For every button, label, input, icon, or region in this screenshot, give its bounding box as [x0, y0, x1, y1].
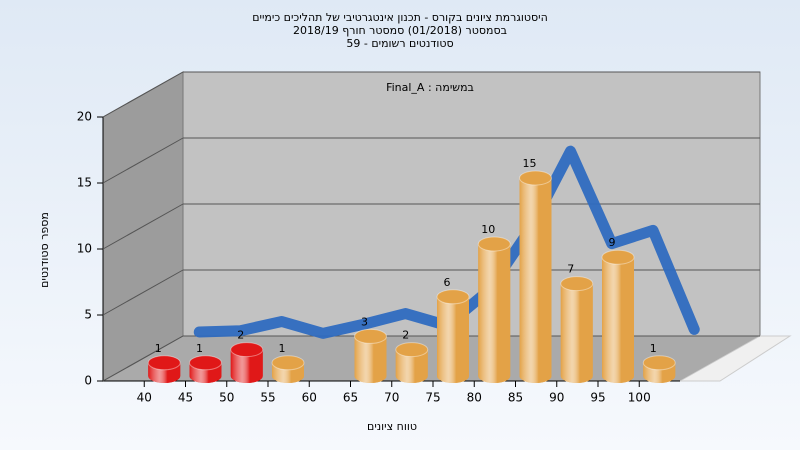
bar-top: [230, 342, 264, 358]
x-tick-label: 50: [219, 391, 234, 405]
bar-top: [560, 276, 594, 292]
value-label: 1: [155, 342, 162, 355]
x-tick-label: 45: [178, 391, 193, 405]
annotation: Final_A : במשימה: [386, 81, 474, 94]
bar-shade: [560, 283, 593, 383]
bar-top: [271, 355, 305, 371]
grid-line: [102, 203, 184, 250]
title: היסטוגרמת ציונים בקורס - תכנון אינטגרטיב…: [252, 11, 548, 50]
value-label: 3: [361, 315, 368, 328]
x-tick-label: 55: [260, 391, 275, 405]
y-tick-label: 15: [77, 176, 92, 190]
bar-top: [395, 342, 429, 358]
value-label: 1: [279, 342, 286, 355]
bar-top: [519, 170, 552, 186]
value-label: 7: [567, 263, 574, 276]
bar-shade: [478, 244, 511, 383]
bar-top: [147, 355, 181, 371]
bar-shade: [354, 336, 387, 383]
bar-shade: [519, 178, 552, 383]
value-label: 2: [402, 329, 409, 342]
bar-top: [642, 355, 676, 371]
value-label: 10: [481, 223, 495, 236]
value-label: 15: [523, 157, 537, 170]
x-tick-label: 65: [343, 391, 358, 405]
y-tick-label: 5: [84, 308, 92, 322]
grid-line: [102, 335, 184, 382]
y-tick-label: 10: [77, 242, 92, 256]
y-axis-title: מספר סטודנטים: [38, 212, 51, 288]
bar-top: [189, 355, 222, 371]
bar-top: [436, 289, 470, 305]
bar-shade: [230, 349, 263, 383]
value-label: 2: [237, 329, 244, 342]
x-tick-label: 70: [384, 391, 399, 405]
value-label: 1: [196, 342, 203, 355]
x-tick-label: 100: [628, 391, 651, 405]
grid-line: [102, 137, 184, 184]
title-line: בסמסטר (01/2018) סמסטר חורף 2018/19: [293, 24, 507, 37]
bar-shade: [437, 296, 469, 383]
bar-shade: [602, 257, 634, 383]
x-tick-label: 40: [137, 391, 152, 405]
grid-line: [102, 269, 184, 316]
title-line: היסטוגרמת ציונים בקורס - תכנון אינטגרטיב…: [252, 11, 548, 24]
x-tick-label: 60: [302, 391, 317, 405]
y-tick-label: 0: [84, 374, 92, 388]
value-label: 9: [609, 236, 616, 249]
x-tick-label: 75: [425, 391, 440, 405]
x-tick-label: 85: [508, 391, 523, 405]
bar-shade: [395, 349, 428, 383]
value-label: 6: [444, 276, 451, 289]
floor-edge: [678, 335, 792, 382]
grid-line: [102, 71, 184, 118]
x-axis-title: טווח ציונים: [367, 420, 417, 433]
bar-top: [354, 328, 387, 344]
x-tick-label: 80: [467, 391, 482, 405]
value-label: 1: [650, 342, 657, 355]
bar-top: [477, 236, 511, 252]
title-line: סטודנטים רשומים - 59: [346, 37, 453, 50]
x-tick-label: 95: [590, 391, 605, 405]
bar-top: [601, 249, 635, 265]
x-tick-label: 90: [549, 391, 564, 405]
y-tick-label: 20: [77, 110, 92, 124]
